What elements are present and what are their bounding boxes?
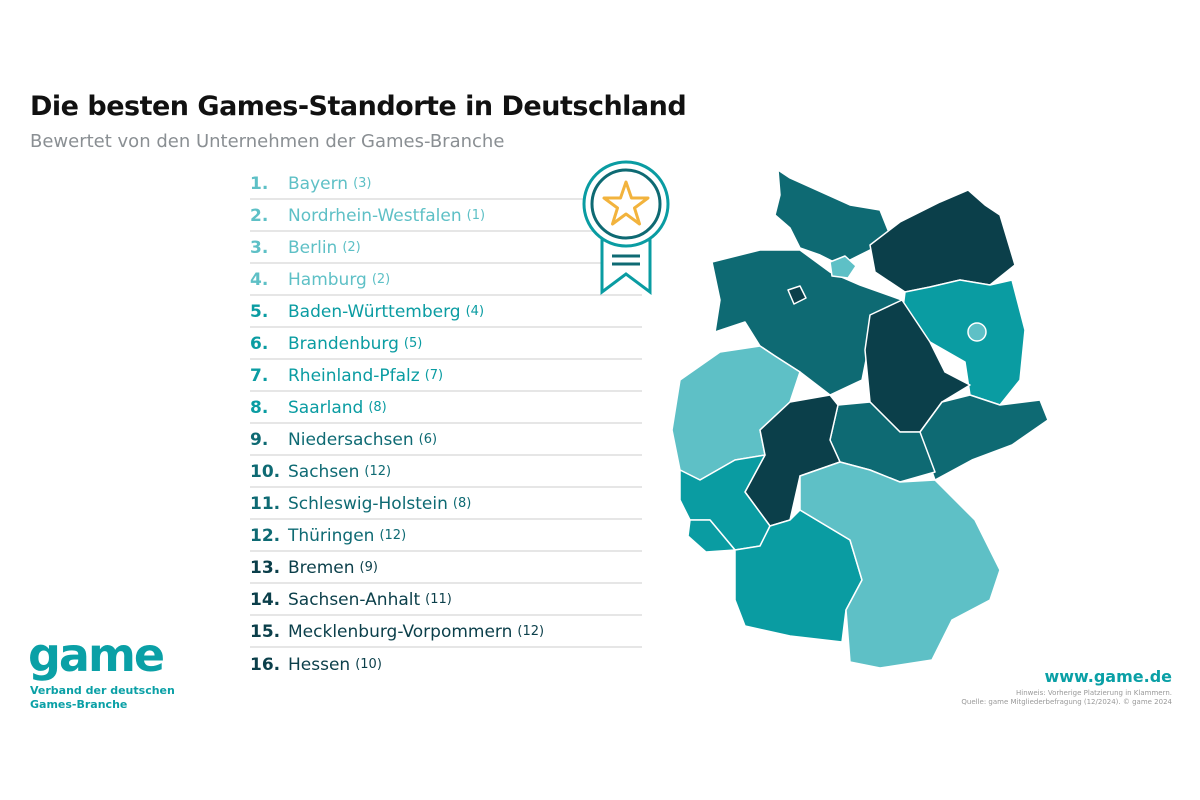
rank-number: 8. [250,398,269,418]
rank-number: 11. [250,494,281,514]
state-name: Niedersachsen [288,430,414,450]
ranking-row: 12. Thüringen (12) [250,520,642,552]
state-name: Schleswig-Holstein [288,494,448,514]
previous-rank: (12) [517,624,545,639]
map-berlin [967,322,987,342]
previous-rank: (2) [342,240,361,255]
ranking-row: 14. Sachsen-Anhalt (11) [250,584,642,616]
note-source: Quelle: game Mitgliederbefragung (12/202… [961,698,1172,706]
state-name: Thüringen [288,526,375,546]
state-name: Sachsen-Anhalt [288,590,421,610]
previous-rank: (9) [359,560,378,575]
game-logo: game [28,628,165,682]
map-bremen [787,285,807,305]
state-name: Berlin [288,238,338,258]
state-name: Mecklenburg-Vorpommern [288,622,513,642]
previous-rank: (8) [368,400,387,415]
previous-rank: (10) [355,657,382,672]
ranking-row: 9. Niedersachsen (6) [250,424,642,456]
map-niedersachsen [711,249,903,396]
ranking-row: 2. Nordrhein-Westfalen (1) [250,200,642,232]
state-name: Saarland [288,398,364,418]
ranking-row: 10. Sachsen (12) [250,456,642,488]
rank-number: 3. [250,238,269,258]
state-name: Bayern [288,174,349,194]
rank-number: 4. [250,270,269,290]
state-name: Baden-Württemberg [288,302,461,322]
previous-rank: (3) [353,176,372,191]
ranking-row: 4. Hamburg (2) [250,264,642,296]
ranking-row: 16. Hessen (10) [250,648,642,680]
ranking-row: 5. Baden-Württemberg (4) [250,296,642,328]
map-hamburg [829,255,857,279]
logo-tagline-line-1: Verband der deutschen [30,684,175,697]
page-title: Die besten Games-Standorte in Deutschlan… [30,91,687,122]
ranking-row: 15. Mecklenburg-Vorpommern (12) [250,616,642,648]
map-hessen [744,394,841,527]
rank-number: 9. [250,430,269,450]
map-bayern [799,461,1001,669]
ranking-row: 8. Saarland (8) [250,392,642,424]
ranking-row: 11. Schleswig-Holstein (8) [250,488,642,520]
state-name: Sachsen [288,462,360,482]
ranking-row: 6. Brandenburg (5) [250,328,642,360]
previous-rank: (12) [379,528,407,543]
source-note: Hinweis: Vorherige Platzierung in Klamme… [961,689,1172,707]
ranking-list: 1. Bayern (3) 2. Nordrhein-Westfalen (1) 3. Ber… [250,168,642,680]
note-hint: Hinweis: Vorherige Platzierung in Klamme… [1015,689,1172,697]
rank-number: 13. [250,558,281,578]
previous-rank: (11) [425,592,452,607]
state-name: Hessen [288,655,351,675]
previous-rank: (6) [418,432,438,447]
rank-number: 7. [250,366,269,386]
state-name: Brandenburg [288,334,399,354]
ranking-row: 3. Berlin (2) [250,232,642,264]
previous-rank: (5) [403,336,423,351]
previous-rank: (1) [466,208,486,223]
rank-number: 15. [250,622,281,642]
state-name: Rheinland-Pfalz [288,366,420,386]
logo-tagline: Verband der deutschen Games-Branche [30,684,210,712]
state-name: Nordrhein-Westfalen [288,206,462,226]
previous-rank: (7) [424,368,444,383]
state-name: Hamburg [288,270,367,290]
page-subtitle: Bewertet von den Unternehmen der Games-B… [30,131,505,152]
ranking-row: 13. Bremen (9) [250,552,642,584]
map-sachsen [919,394,1049,481]
rank-number: 2. [250,206,269,226]
rank-number: 12. [250,526,281,546]
previous-rank: (2) [371,272,391,287]
rank-number: 16. [250,655,281,675]
ranking-row: 7. Rheinland-Pfalz (7) [250,360,642,392]
award-badge-icon [582,160,670,295]
map-mecklenburg-vorpommern [869,189,1016,293]
state-name: Bremen [288,558,355,578]
previous-rank: (12) [364,464,392,479]
rank-number: 1. [250,174,269,194]
rank-number: 14. [250,590,281,610]
rank-number: 6. [250,334,269,354]
ranking-row: 1. Bayern (3) [250,168,642,200]
map-saarland [687,519,736,553]
website-link[interactable]: www.game.de [1044,667,1172,686]
germany-map [671,169,1049,669]
previous-rank: (8) [452,496,472,511]
star-icon [602,180,650,226]
rank-number: 5. [250,302,269,322]
previous-rank: (4) [465,304,485,319]
logo-tagline-line-2: Games-Branche [30,698,128,711]
rank-number: 10. [250,462,281,482]
